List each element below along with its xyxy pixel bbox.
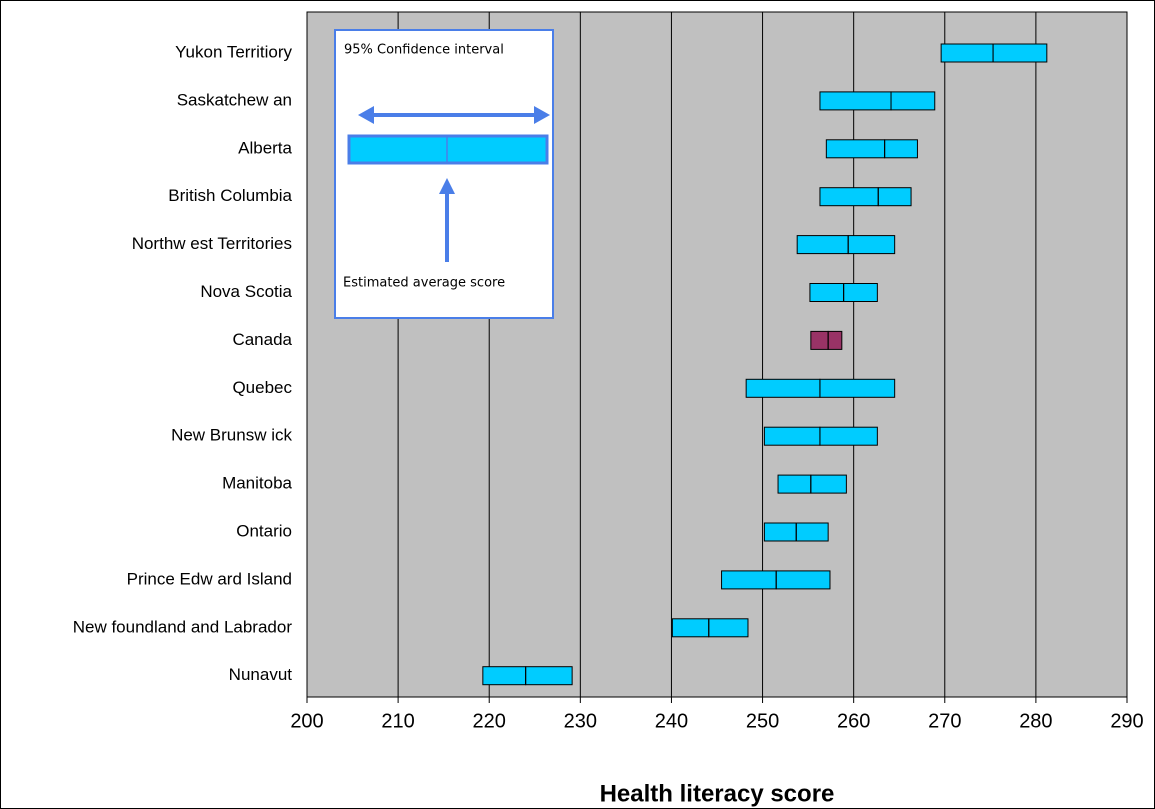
ci-lower bbox=[810, 330, 829, 350]
ci-upper bbox=[884, 139, 918, 159]
ci-lower bbox=[777, 474, 812, 494]
ci-upper bbox=[708, 618, 749, 638]
x-tick-label: 260 bbox=[837, 710, 870, 732]
x-tick-label: 220 bbox=[473, 710, 506, 732]
legend-sample-bar bbox=[347, 134, 549, 165]
ci-lower bbox=[809, 283, 845, 302]
category-label: Alberta bbox=[238, 138, 292, 157]
ci-upper bbox=[795, 522, 829, 542]
category-label: Nova Scotia bbox=[200, 282, 292, 301]
category-label: Yukon Territiory bbox=[175, 42, 292, 61]
x-tick-label: 240 bbox=[655, 710, 688, 732]
ci-lower bbox=[796, 235, 849, 255]
ci-upper bbox=[877, 187, 912, 207]
ci-lower bbox=[482, 666, 527, 686]
legend-mean-label: Estimated average score bbox=[343, 276, 505, 291]
ci-upper bbox=[843, 283, 878, 302]
ci-upper bbox=[775, 570, 831, 590]
ci-upper bbox=[890, 91, 936, 111]
ci-upper bbox=[819, 378, 896, 398]
x-tick-label: 210 bbox=[381, 710, 414, 732]
x-tick-label: 230 bbox=[564, 710, 597, 732]
ci-lower bbox=[825, 139, 886, 159]
legend-arrowhead bbox=[439, 178, 455, 194]
ci-upper bbox=[810, 474, 847, 494]
x-tick-label: 270 bbox=[928, 710, 961, 732]
ci-upper bbox=[819, 426, 878, 446]
ci-lower bbox=[763, 522, 797, 542]
legend-ci-label: 95% Confidence interval bbox=[344, 43, 504, 58]
category-label: Manitoba bbox=[222, 474, 292, 493]
ci-lower bbox=[819, 91, 892, 111]
category-label: New Brunsw ick bbox=[171, 426, 292, 445]
category-label: British Columbia bbox=[168, 186, 292, 205]
category-label: Quebec bbox=[232, 378, 292, 397]
legend-frame bbox=[334, 29, 554, 319]
legend-box: 95% Confidence interval Estimated averag… bbox=[334, 29, 554, 319]
category-label: Northw est Territories bbox=[132, 234, 292, 253]
x-tick-label: 280 bbox=[1019, 710, 1052, 732]
ci-lower bbox=[819, 187, 879, 207]
legend-arrowhead bbox=[358, 106, 374, 124]
ci-lower bbox=[940, 43, 994, 63]
ci-lower bbox=[763, 426, 821, 446]
category-label: Nunavut bbox=[229, 665, 293, 684]
ci-lower bbox=[671, 618, 710, 638]
category-label: New foundland and Labrador bbox=[73, 617, 293, 636]
category-label: Saskatchew an bbox=[177, 90, 292, 109]
ci-upper bbox=[827, 330, 843, 350]
ci-upper bbox=[847, 235, 896, 255]
x-tick-label: 290 bbox=[1110, 710, 1143, 732]
category-label: Canada bbox=[232, 330, 292, 349]
category-label: Prince Edw ard Island bbox=[127, 569, 292, 588]
x-tick-label: 250 bbox=[746, 710, 779, 732]
x-tick-label: 200 bbox=[290, 710, 323, 732]
ci-upper bbox=[992, 43, 1048, 63]
legend-arrowhead bbox=[534, 106, 550, 124]
x-axis-title: Health literacy score bbox=[600, 780, 835, 807]
ci-lower bbox=[745, 378, 821, 398]
ci-upper bbox=[525, 666, 573, 686]
category-label: Ontario bbox=[236, 521, 292, 540]
ci-lower bbox=[721, 570, 777, 590]
